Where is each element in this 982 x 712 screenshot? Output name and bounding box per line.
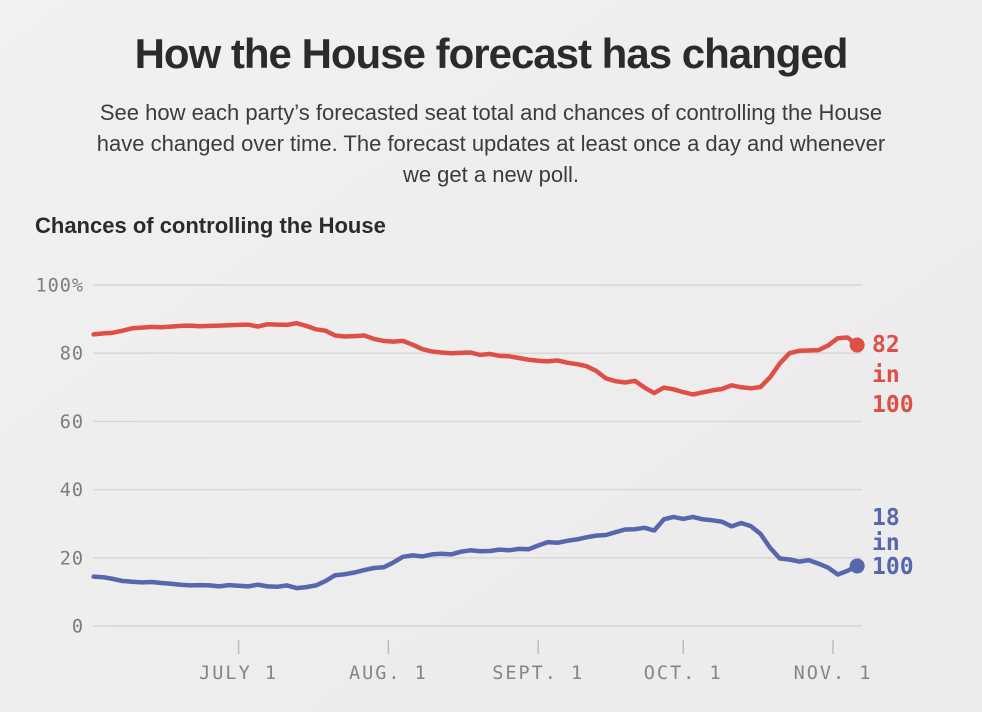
x-axis-tick-label: SEPT. 1 (492, 663, 584, 684)
page-title: How the House forecast has changed (134, 30, 849, 77)
democrat-chance-line[interactable] (91, 514, 860, 591)
republican-chance-line[interactable] (91, 320, 860, 397)
republican-final-value: 82 (872, 332, 900, 358)
republican-final-label: 82 in 100 (872, 330, 914, 420)
y-axis-tick-label: 20 (60, 548, 84, 569)
republican-final-100: 100 (872, 392, 914, 418)
democrat-final-in: in (872, 529, 900, 556)
y-axis-tick-label: 100% (35, 275, 84, 296)
republican-final-in: in (872, 362, 900, 388)
subtitle-line-2: have changed over time. The forecast upd… (96, 131, 886, 156)
x-axis-tick-label: AUG. 1 (349, 663, 428, 684)
y-axis-tick-label: 80 (60, 344, 84, 365)
democrat-final-100: 100 (872, 554, 914, 580)
x-axis-tick-label: NOV. 1 (794, 663, 873, 684)
republican-endpoint-dot (849, 337, 865, 353)
x-axis-tick-label: OCT. 1 (644, 663, 723, 684)
y-axis-tick-label: 0 (72, 616, 84, 637)
page-subtitle: See how each party’s forecasted seat tot… (0, 97, 982, 190)
democrat-endpoint-dot (849, 558, 865, 574)
chart-heading: Chances of controlling the House (35, 213, 386, 238)
democrat-final-label: 18 in 100 (872, 506, 914, 580)
democrat-final-value: 18 (872, 505, 900, 531)
x-axis-tick-label: JULY 1 (199, 663, 278, 684)
y-axis-tick-label: 60 (60, 412, 84, 433)
subtitle-line-1: See how each party’s forecasted seat tot… (99, 100, 883, 125)
y-axis-tick-label: 40 (60, 480, 84, 501)
subtitle-line-3: we get a new poll. (402, 162, 580, 187)
